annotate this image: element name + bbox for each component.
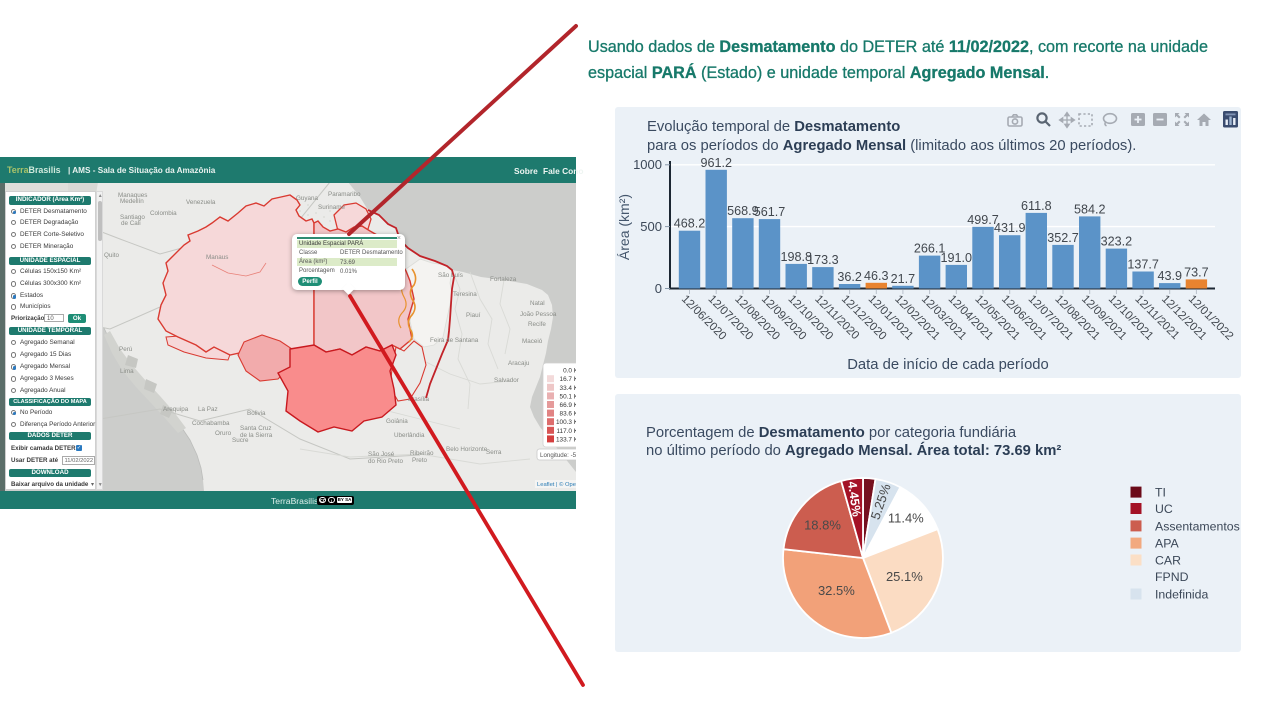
svg-text:611.8: 611.8 bbox=[1021, 199, 1052, 213]
svg-text:TI: TI bbox=[1155, 486, 1166, 500]
svg-text:33.4 K: 33.4 K bbox=[560, 385, 576, 392]
svg-text:de Cali: de Cali bbox=[121, 220, 141, 227]
svg-text:198.8: 198.8 bbox=[780, 250, 812, 264]
svg-text:Manaques: Manaques bbox=[118, 192, 147, 199]
svg-text:431.9: 431.9 bbox=[994, 221, 1026, 235]
svg-text:584.2: 584.2 bbox=[1074, 202, 1106, 216]
svg-text:FPND: FPND bbox=[1155, 570, 1189, 584]
svg-text:Medellín: Medellín bbox=[120, 198, 144, 205]
svg-text:73.7: 73.7 bbox=[1184, 265, 1209, 279]
svg-text:de la Sierra: de la Sierra bbox=[240, 432, 273, 439]
svg-text:137.7: 137.7 bbox=[1127, 258, 1159, 272]
svg-text:Lima: Lima bbox=[120, 368, 134, 375]
svg-text:568.9: 568.9 bbox=[727, 204, 759, 218]
svg-text:Porcentagem de Desmatamento po: Porcentagem de Desmatamento por categori… bbox=[646, 425, 1017, 441]
svg-text:50.1 K: 50.1 K bbox=[560, 393, 576, 400]
svg-text:961.2: 961.2 bbox=[700, 156, 732, 170]
svg-text:66.9 K: 66.9 K bbox=[560, 402, 576, 409]
svg-text:Perú: Perú bbox=[119, 346, 133, 353]
svg-text:133.7 K: 133.7 K bbox=[556, 436, 576, 443]
svg-text:1000: 1000 bbox=[633, 157, 662, 172]
svg-text:São Luís: São Luís bbox=[438, 272, 463, 279]
svg-text:323.2: 323.2 bbox=[1101, 235, 1133, 249]
svg-text:Bolivia: Bolivia bbox=[247, 410, 266, 417]
svg-text:Santa Cruz: Santa Cruz bbox=[240, 425, 272, 432]
svg-text:468.2: 468.2 bbox=[674, 217, 706, 231]
svg-text:Manaus: Manaus bbox=[206, 254, 228, 261]
svg-text:16.7 K: 16.7 K bbox=[560, 376, 576, 383]
svg-text:Natal: Natal bbox=[530, 300, 545, 307]
svg-text:Evolução temporal de Desmatame: Evolução temporal de Desmatamento bbox=[647, 119, 900, 135]
svg-text:Teresina: Teresina bbox=[453, 291, 477, 298]
svg-text:Indefinida: Indefinida bbox=[1155, 588, 1208, 602]
svg-text:18.8%: 18.8% bbox=[804, 518, 841, 533]
svg-text:173.3: 173.3 bbox=[807, 253, 839, 267]
svg-text:João Pessoa: João Pessoa bbox=[520, 311, 557, 318]
svg-text:Venezuela: Venezuela bbox=[186, 199, 216, 206]
svg-text:Feira de Santana: Feira de Santana bbox=[430, 337, 479, 344]
svg-text:117.0 K: 117.0 K bbox=[556, 428, 576, 435]
svg-text:Suriname: Suriname bbox=[318, 204, 345, 211]
svg-text:11.4%: 11.4% bbox=[888, 511, 924, 526]
svg-text:Goiânia: Goiânia bbox=[386, 418, 408, 425]
svg-text:UC: UC bbox=[1155, 502, 1173, 516]
svg-text:Arequipa: Arequipa bbox=[163, 406, 189, 413]
svg-text:Aracaju: Aracaju bbox=[508, 360, 530, 367]
svg-text:83.6 K: 83.6 K bbox=[560, 411, 576, 418]
svg-text:21.7: 21.7 bbox=[891, 272, 916, 286]
svg-text:0: 0 bbox=[655, 281, 662, 296]
svg-text:32.5%: 32.5% bbox=[818, 583, 855, 598]
svg-text:Paramaribo: Paramaribo bbox=[328, 191, 361, 198]
svg-text:Área (km²): Área (km²) bbox=[616, 194, 632, 260]
svg-text:Ribeirão: Ribeirão bbox=[410, 450, 434, 457]
svg-text:Preto: Preto bbox=[412, 457, 428, 464]
svg-text:Data de início de cada período: Data de início de cada período bbox=[847, 357, 1049, 373]
svg-text:25.1%: 25.1% bbox=[886, 569, 923, 584]
svg-text:36.2: 36.2 bbox=[837, 270, 862, 284]
svg-text:Piauí: Piauí bbox=[466, 312, 481, 319]
svg-text:100.3 K: 100.3 K bbox=[556, 419, 576, 426]
svg-text:Maceió: Maceió bbox=[522, 338, 543, 345]
svg-text:46.3: 46.3 bbox=[864, 269, 889, 283]
svg-text:do Rio Preto: do Rio Preto bbox=[368, 458, 403, 465]
svg-text:266.1: 266.1 bbox=[914, 242, 946, 256]
svg-text:500: 500 bbox=[640, 219, 662, 234]
svg-text:Colombia: Colombia bbox=[150, 210, 177, 217]
svg-text:São José: São José bbox=[368, 451, 395, 458]
svg-text:Santiago: Santiago bbox=[120, 214, 145, 221]
svg-text:no último período do Agregado: no último período do Agregado Mensal. Ár… bbox=[646, 442, 1061, 459]
svg-text:Quito: Quito bbox=[104, 252, 120, 259]
svg-text:CAR: CAR bbox=[1155, 554, 1181, 568]
svg-text:Assentamentos: Assentamentos bbox=[1155, 519, 1240, 533]
svg-text:APA: APA bbox=[1155, 537, 1179, 551]
svg-text:La Paz: La Paz bbox=[198, 406, 218, 413]
svg-text:Recife: Recife bbox=[528, 321, 546, 328]
svg-text:Guyana: Guyana bbox=[296, 195, 319, 202]
svg-text:Fortaleza: Fortaleza bbox=[490, 276, 517, 283]
svg-text:Cochabamba: Cochabamba bbox=[192, 420, 230, 427]
svg-text:Brasília: Brasília bbox=[408, 396, 429, 403]
svg-text:352.7: 352.7 bbox=[1047, 231, 1079, 245]
svg-text:0.0 K: 0.0 K bbox=[563, 368, 576, 375]
svg-text:para os períodos do Agregado M: para os períodos do Agregado Mensal (lim… bbox=[647, 138, 1136, 154]
svg-text:Oruro: Oruro bbox=[215, 430, 232, 437]
svg-text:Uberlândia: Uberlândia bbox=[394, 432, 425, 439]
svg-text:Longitude: -57.: Longitude: -57. bbox=[540, 452, 576, 459]
svg-text:Belo Horizonte: Belo Horizonte bbox=[446, 446, 488, 453]
svg-text:191.0: 191.0 bbox=[941, 251, 973, 265]
svg-text:Serra: Serra bbox=[486, 449, 502, 456]
svg-text:43.9: 43.9 bbox=[1157, 269, 1182, 283]
svg-text:561.7: 561.7 bbox=[754, 205, 786, 219]
svg-text:Salvador: Salvador bbox=[494, 377, 519, 384]
svg-text:499.7: 499.7 bbox=[967, 213, 999, 227]
svg-text:Leaflet | © Open: Leaflet | © Open bbox=[537, 481, 576, 488]
svg-text:Sucre: Sucre bbox=[232, 437, 249, 444]
svg-text:4.45%: 4.45% bbox=[845, 480, 864, 517]
